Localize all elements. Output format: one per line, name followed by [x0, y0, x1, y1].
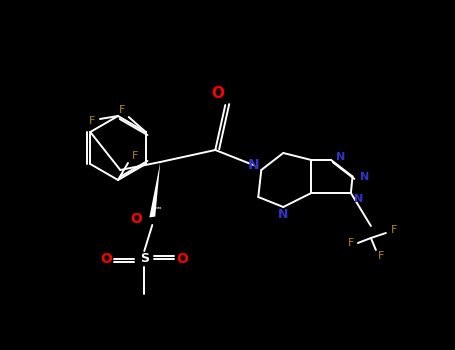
- Text: F: F: [378, 251, 384, 261]
- Text: O: O: [101, 252, 112, 266]
- Polygon shape: [149, 162, 160, 217]
- Text: F: F: [391, 225, 397, 235]
- Text: "": "": [155, 206, 162, 212]
- Text: O: O: [177, 252, 188, 266]
- Text: N: N: [354, 194, 364, 204]
- Text: F: F: [89, 116, 95, 126]
- Text: O: O: [211, 85, 224, 100]
- Text: N: N: [248, 158, 259, 172]
- Text: N: N: [278, 209, 288, 222]
- Text: F: F: [118, 105, 125, 115]
- Text: O: O: [130, 212, 142, 226]
- Text: N: N: [360, 172, 369, 182]
- Text: S: S: [140, 252, 149, 266]
- Text: F: F: [132, 151, 138, 161]
- Text: N: N: [336, 152, 346, 162]
- Text: F: F: [348, 238, 354, 248]
